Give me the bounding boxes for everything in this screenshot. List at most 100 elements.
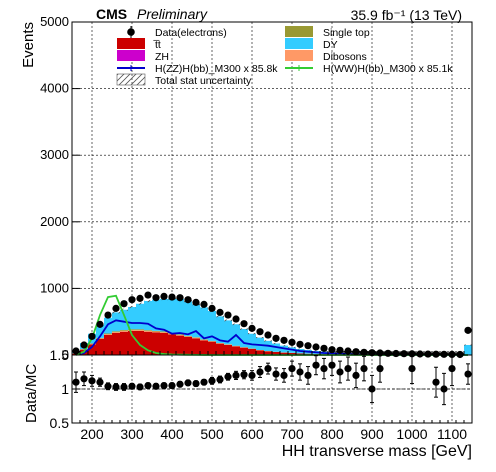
x-tick-label: 700 [280, 426, 304, 442]
data-point [320, 344, 328, 352]
legend-label: t̅t [152, 39, 161, 51]
ratio-point [232, 370, 240, 380]
legend-label: Single top [323, 27, 370, 39]
data-point [152, 294, 160, 302]
experiment-label: CMS [96, 6, 127, 22]
stack-dy [72, 298, 472, 355]
ratio-point [304, 366, 312, 385]
data-point [208, 304, 216, 312]
ratio-point [352, 362, 360, 389]
data-point [312, 343, 320, 351]
ratio-point [128, 382, 136, 390]
ratio-point [448, 354, 456, 387]
data-point [248, 324, 256, 332]
ratio-point [192, 379, 200, 388]
y-tick-label: 4000 [40, 81, 69, 96]
ratio-point [272, 367, 280, 381]
data-point [416, 350, 424, 358]
legend-item-dy: DY [285, 38, 338, 51]
data-point [400, 350, 408, 358]
stack-ttbar [72, 331, 472, 355]
legend-item-data: Data(electrons) [127, 26, 227, 39]
data-point [224, 311, 232, 319]
ratio-y-ticks: 0.5 1 1.5 [50, 347, 80, 431]
data-point [432, 350, 440, 358]
data-point [344, 347, 352, 355]
main-y-axis-title: Events [20, 22, 37, 68]
data-point [232, 315, 240, 323]
ratio-point [112, 383, 120, 391]
main-y-ticks: 0 1000 2000 3000 4000 5000 [40, 14, 80, 362]
x-tick-label: 600 [240, 426, 264, 442]
ratio-point [296, 363, 304, 381]
y-tick-label: 3000 [40, 147, 69, 162]
legend-swatch [117, 50, 145, 61]
data-point [80, 341, 88, 349]
data-point [288, 338, 296, 346]
ratio-y-tick-label: 1.5 [50, 347, 70, 363]
ratio-point [464, 363, 472, 385]
data-point [104, 311, 112, 319]
data-point [176, 294, 184, 302]
data-point [280, 336, 288, 344]
data-point [144, 291, 152, 299]
legend-swatch [285, 38, 313, 49]
ratio-point [104, 382, 112, 391]
ratio-point [432, 366, 440, 398]
data-point [136, 294, 144, 302]
ratio-point [344, 356, 352, 381]
data-point [272, 334, 280, 342]
data-point [352, 348, 360, 356]
ratio-y-tick-label: 1 [61, 381, 69, 397]
legend-item-sig_ww: H(WW)H(bb)_M300 x 85.1k [285, 63, 453, 75]
legend-label: Total stat uncertainty [155, 75, 252, 87]
ratio-point [312, 355, 320, 376]
legend-label: H(WW)H(bb)_M300 x 85.1k [323, 63, 453, 75]
ratio-point [176, 380, 184, 388]
lumi-label: 35.9 fb⁻¹ (13 TeV) [351, 7, 462, 23]
ratio-point [360, 355, 368, 382]
legend-swatch [285, 50, 313, 61]
legend-swatch [117, 38, 145, 49]
main-stack [72, 297, 472, 355]
y-tick-label: 0 [62, 347, 69, 362]
x-tick-label: 1100 [437, 426, 467, 442]
legend-swatch [116, 73, 146, 86]
data-point [360, 348, 368, 356]
ratio-point [224, 372, 232, 381]
legend-label: Dibosons [323, 51, 367, 63]
x-axis-title: HH transverse mass [GeV] [282, 443, 472, 460]
ratio-point [320, 357, 328, 380]
ratio-point [184, 379, 192, 387]
ratio-point [248, 370, 256, 381]
ratio-point [336, 360, 344, 384]
x-tick-label: 300 [120, 426, 144, 442]
data-point [168, 293, 176, 301]
ratio-point [280, 368, 288, 383]
data-point [200, 300, 208, 308]
legend-swatch [285, 26, 313, 37]
legend-label: DY [323, 39, 338, 51]
data-point [216, 308, 224, 316]
x-tick-label: 900 [360, 426, 384, 442]
ratio-point [288, 360, 296, 377]
data-point [96, 320, 104, 328]
data-point [264, 331, 272, 339]
data-point [456, 350, 464, 359]
ratio-point [96, 377, 104, 387]
ratio-point [88, 374, 96, 387]
ratio-x-ticks: 200 300 400 500 600 700 800 900 1000 1100 [71, 420, 473, 442]
ratio-point [152, 382, 160, 390]
legend-item-sig_zz: H(ZZ)H(bb)_M300 x 85.8k [117, 63, 278, 75]
ratio-point [144, 382, 152, 390]
legend-item-ttbar: t̅t [117, 38, 161, 51]
ratio-point [376, 354, 384, 383]
y-tick-label: 5000 [40, 14, 69, 29]
data-point [88, 332, 96, 340]
x-tick-label: 400 [160, 426, 184, 442]
legend: Data(electrons) Single top t̅t DY ZH Dibosons… [116, 26, 453, 87]
stat-uncertainty-band [72, 297, 472, 355]
ratio-point [408, 354, 416, 385]
legend-label: H(ZZ)H(bb)_M300 x 85.8k [155, 63, 278, 75]
